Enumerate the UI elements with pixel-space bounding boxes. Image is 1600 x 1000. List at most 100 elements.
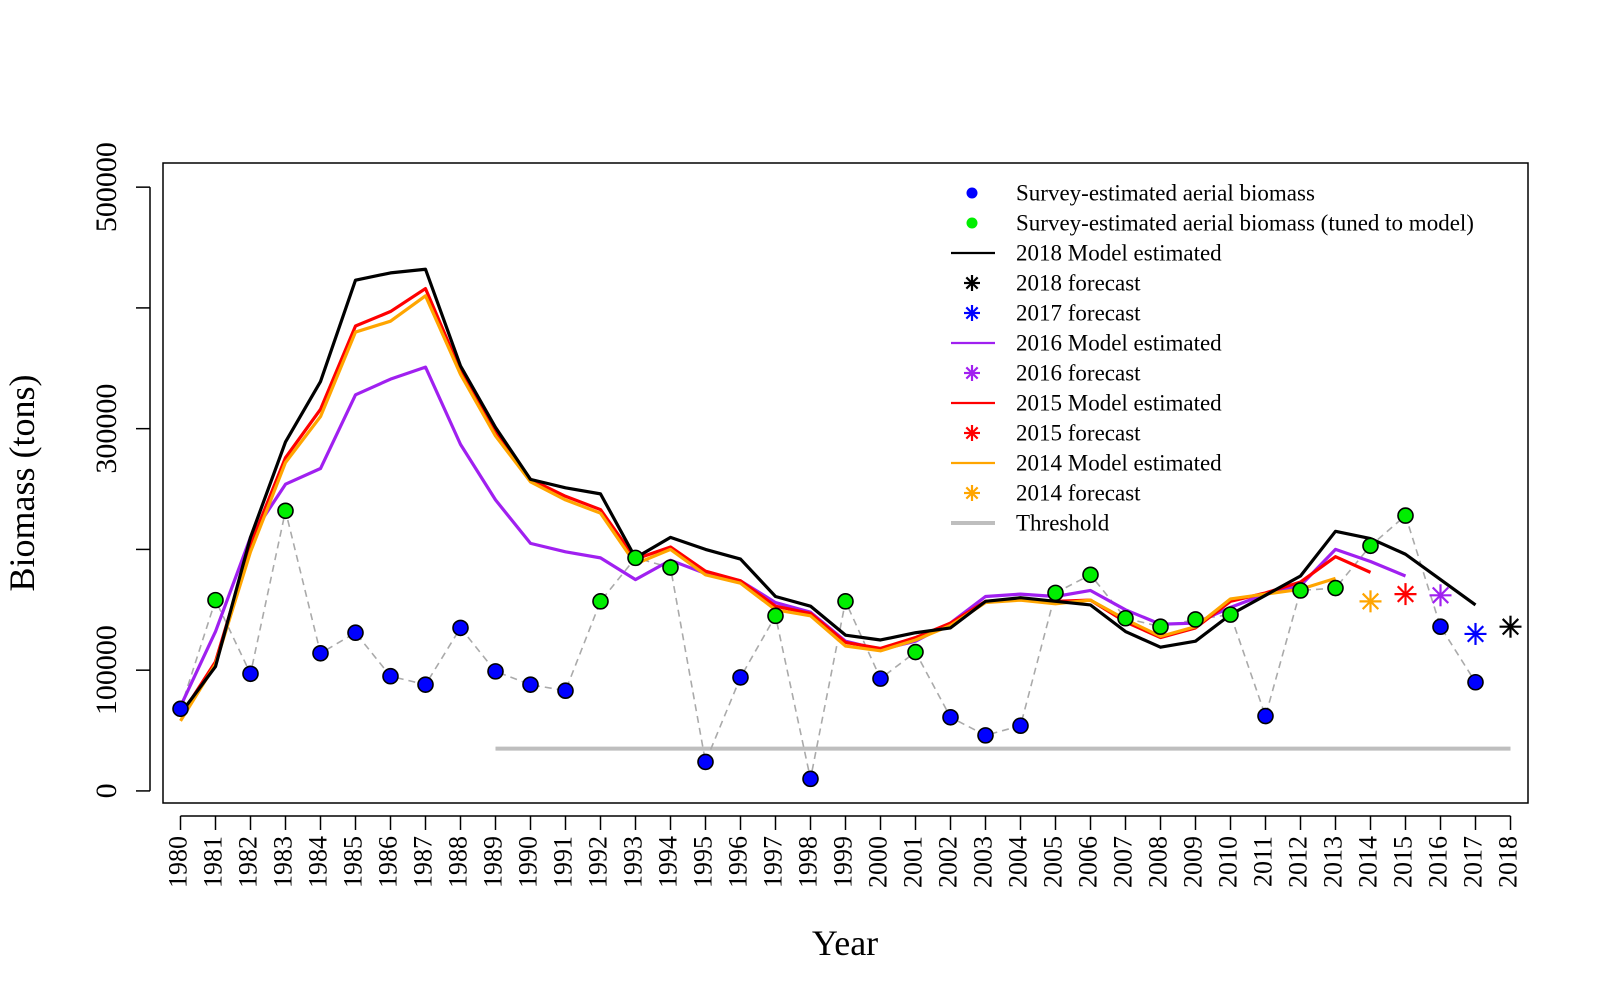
survey-point (1257, 707, 1274, 725)
legend-point-icon (966, 187, 978, 199)
x-tick-label: 1993 (618, 836, 647, 888)
legend-label: Threshold (1016, 511, 1110, 536)
x-tick-label: 1985 (338, 836, 367, 888)
legend-label: 2018 Model estimated (1016, 241, 1222, 266)
legend-star-icon (964, 305, 980, 321)
x-tick-label: 2011 (1248, 836, 1277, 887)
forecast-2016-star (1429, 584, 1452, 607)
survey-point-tuned (592, 593, 609, 610)
survey-point (417, 676, 434, 693)
legend-item: 2018 forecast (964, 271, 1141, 296)
survey-point (452, 619, 469, 637)
x-tick-label: 1982 (233, 836, 262, 888)
survey-point (977, 727, 994, 744)
x-tick-label: 1988 (443, 836, 472, 888)
legend-label: Survey-estimated aerial biomass (1016, 181, 1315, 206)
x-tick-label: 2007 (1108, 836, 1137, 888)
y-tick-label: 100000 (90, 625, 123, 715)
x-tick-label: 1994 (653, 836, 682, 888)
survey-point-tuned (907, 643, 924, 661)
y-tick-label: 0 (90, 783, 123, 798)
x-tick-label: 1984 (303, 836, 332, 888)
survey-point (1012, 717, 1029, 735)
x-tick-label: 2005 (1038, 836, 1067, 888)
y-tick-label: 500000 (90, 142, 123, 232)
legend-item: 2016 Model estimated (951, 331, 1222, 356)
survey-point (347, 624, 364, 642)
legend-label: 2016 forecast (1016, 361, 1141, 386)
survey-point-tuned (1047, 584, 1064, 602)
survey-point (487, 663, 504, 680)
survey-point (697, 753, 714, 771)
x-tick-label: 2006 (1073, 836, 1102, 888)
x-tick-label: 1989 (478, 836, 507, 888)
x-tick-label: 2012 (1283, 836, 1312, 888)
x-tick-label: 2014 (1353, 836, 1382, 888)
legend-star-icon (964, 365, 980, 381)
survey-point (522, 676, 539, 693)
survey-point-tuned (1082, 566, 1099, 584)
x-tick-label: 2008 (1143, 836, 1172, 888)
x-tick-label: 2018 (1493, 836, 1522, 888)
x-tick-label: 1995 (688, 836, 717, 888)
x-tick-label: 2004 (1003, 836, 1032, 888)
survey-point-tuned (662, 559, 679, 576)
survey-point-tuned (1222, 606, 1239, 623)
y-axis-title: Biomass (tons) (2, 374, 42, 591)
x-tick-label: 2009 (1178, 836, 1207, 888)
forecast-layer (1359, 583, 1522, 645)
plot-frame (162, 162, 1529, 804)
x-tick-label: 1981 (198, 836, 227, 888)
series-line-2018 (179, 267, 1477, 715)
x-tick-label: 2002 (933, 836, 962, 888)
legend-item: Threshold (951, 511, 1110, 536)
survey-point-tuned (837, 593, 854, 610)
x-tick-label: 2016 (1423, 836, 1452, 888)
survey-point-tuned (1327, 579, 1344, 597)
survey-point-tuned (627, 549, 644, 567)
x-tick-label: 1983 (268, 836, 297, 888)
forecast-2017-star (1464, 622, 1487, 645)
legend-item: 2016 forecast (964, 361, 1141, 386)
survey-point-tuned (207, 591, 224, 609)
x-tick-label: 1986 (373, 836, 402, 888)
survey-point (942, 708, 959, 726)
x-tick-label: 2001 (898, 836, 927, 888)
legend-item: 2015 forecast (964, 421, 1141, 446)
legend-item: 2014 Model estimated (951, 451, 1222, 476)
survey-dashed-line-layer (179, 510, 1477, 780)
survey-point-tuned (767, 607, 784, 625)
x-tick-label: 1991 (548, 836, 577, 888)
survey-point-tuned (1187, 611, 1204, 628)
x-tick-label: 1999 (828, 836, 857, 888)
model-lines-layer (179, 267, 1477, 722)
survey-point (557, 682, 574, 699)
legend-item: Survey-estimated aerial biomass (tuned t… (966, 211, 1474, 236)
legend: Survey-estimated aerial biomass Survey-es… (951, 181, 1474, 536)
series-line-2016 (179, 365, 1407, 708)
legend-label: 2014 forecast (1016, 481, 1141, 506)
x-tick-label: 2000 (863, 836, 892, 888)
legend-label: 2014 Model estimated (1016, 451, 1222, 476)
survey-point-tuned (1362, 537, 1379, 555)
survey-point-tuned (1292, 582, 1309, 599)
survey-points-layer (172, 502, 1484, 788)
legend-item: 2015 Model estimated (951, 391, 1222, 416)
x-tick-label: 2003 (968, 836, 997, 888)
survey-point (242, 665, 259, 683)
survey-point (312, 644, 329, 662)
legend-star-icon (964, 485, 980, 501)
series-line-2014 (179, 294, 1336, 722)
legend-star-icon (964, 275, 980, 291)
x-tick-label: 1980 (163, 836, 192, 888)
survey-point-tuned (1117, 609, 1134, 627)
legend-label: 2015 Model estimated (1016, 391, 1222, 416)
x-tick-label: 1997 (758, 836, 787, 888)
legend-label: 2017 forecast (1016, 301, 1141, 326)
legend-label: 2015 forecast (1016, 421, 1141, 446)
x-tick-label: 1992 (583, 836, 612, 888)
x-tick-label: 1998 (793, 836, 822, 888)
x-tick-label: 2010 (1213, 836, 1242, 888)
legend-item: 2014 forecast (964, 481, 1141, 506)
